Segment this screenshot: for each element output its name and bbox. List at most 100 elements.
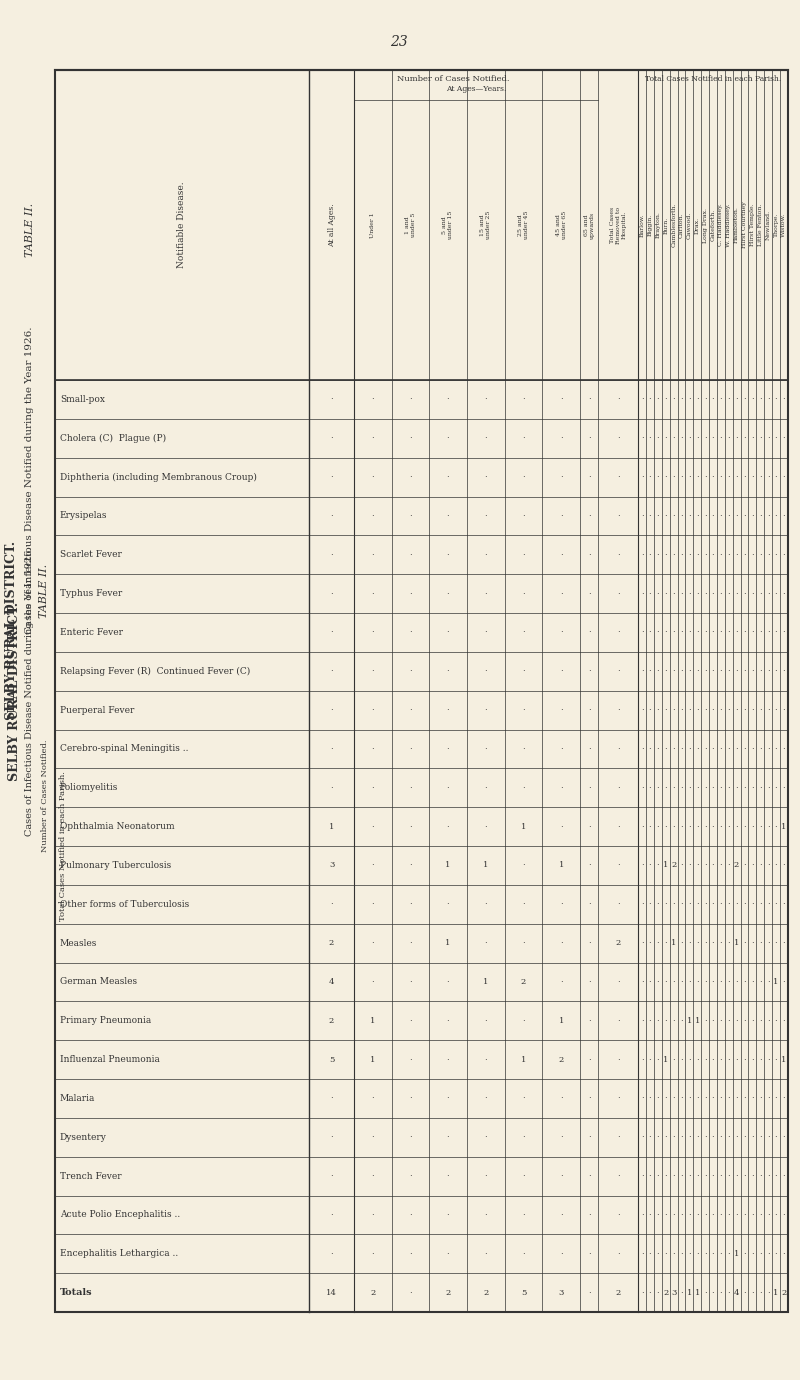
Text: 2: 2 xyxy=(483,1289,488,1297)
Text: ·: · xyxy=(484,396,487,403)
Text: ·: · xyxy=(766,978,770,985)
Text: ·: · xyxy=(484,512,487,520)
Text: ·: · xyxy=(782,628,785,636)
Text: ·: · xyxy=(774,707,778,713)
Text: ·: · xyxy=(330,396,333,403)
Text: ·: · xyxy=(680,1210,683,1219)
Text: ·: · xyxy=(446,551,449,559)
Text: ·: · xyxy=(330,784,333,792)
Text: Dysentery: Dysentery xyxy=(60,1133,106,1141)
Text: ·: · xyxy=(751,473,754,482)
Text: ·: · xyxy=(560,1133,562,1141)
Text: ·: · xyxy=(774,900,778,908)
Text: ·: · xyxy=(759,861,762,869)
Text: 1: 1 xyxy=(671,938,676,947)
Text: ·: · xyxy=(735,435,738,442)
Text: ·: · xyxy=(712,396,714,403)
Text: ·: · xyxy=(680,435,683,442)
Text: ·: · xyxy=(696,473,698,482)
Text: ·: · xyxy=(696,978,698,985)
Text: ·: · xyxy=(782,745,785,753)
Text: ·: · xyxy=(766,1210,770,1219)
Text: ·: · xyxy=(665,1133,667,1141)
Text: ·: · xyxy=(641,861,643,869)
Text: ·: · xyxy=(766,861,770,869)
Text: ·: · xyxy=(484,1094,487,1103)
Text: ·: · xyxy=(446,784,449,792)
Text: ·: · xyxy=(688,551,690,559)
Text: ·: · xyxy=(712,1250,714,1257)
Text: ·: · xyxy=(704,745,706,753)
Text: ·: · xyxy=(712,1172,714,1180)
Text: ·: · xyxy=(409,978,412,985)
Text: ·: · xyxy=(766,822,770,831)
Text: ·: · xyxy=(560,396,562,403)
Text: ·: · xyxy=(735,473,738,482)
Text: ·: · xyxy=(774,589,778,598)
Text: 1: 1 xyxy=(663,861,669,869)
Text: ·: · xyxy=(719,551,722,559)
Text: ·: · xyxy=(774,784,778,792)
Text: 3: 3 xyxy=(329,861,334,869)
Text: ·: · xyxy=(696,551,698,559)
Text: ·: · xyxy=(735,822,738,831)
Text: ·: · xyxy=(712,1094,714,1103)
Text: ·: · xyxy=(522,396,525,403)
Text: ·: · xyxy=(759,473,762,482)
Text: ·: · xyxy=(759,1172,762,1180)
Text: ·: · xyxy=(484,900,487,908)
Text: ·: · xyxy=(704,822,706,831)
Text: ·: · xyxy=(782,1210,785,1219)
Text: Other forms of Tuberculosis: Other forms of Tuberculosis xyxy=(60,900,189,909)
Text: ·: · xyxy=(446,1094,449,1103)
Text: ·: · xyxy=(665,628,667,636)
Text: ·: · xyxy=(560,745,562,753)
Text: ·: · xyxy=(680,745,683,753)
Text: ·: · xyxy=(372,396,374,403)
Text: ·: · xyxy=(665,473,667,482)
Text: ·: · xyxy=(522,551,525,559)
Text: Number of Cases Notified.: Number of Cases Notified. xyxy=(398,75,510,83)
Text: ·: · xyxy=(782,1172,785,1180)
Text: ·: · xyxy=(588,473,590,482)
Text: ·: · xyxy=(657,861,659,869)
Text: ·: · xyxy=(712,822,714,831)
Text: ·: · xyxy=(743,784,746,792)
Text: ·: · xyxy=(665,435,667,442)
Text: ·: · xyxy=(560,473,562,482)
Text: ·: · xyxy=(696,938,698,947)
Text: ·: · xyxy=(372,1094,374,1103)
Text: ·: · xyxy=(588,551,590,559)
Text: ·: · xyxy=(719,435,722,442)
Text: ·: · xyxy=(641,1017,643,1025)
Text: ·: · xyxy=(641,512,643,520)
Text: 1: 1 xyxy=(445,861,450,869)
Text: ·: · xyxy=(688,628,690,636)
Text: ·: · xyxy=(704,707,706,713)
Text: ·: · xyxy=(782,1133,785,1141)
Text: ·: · xyxy=(672,1056,675,1064)
Text: ·: · xyxy=(743,1289,746,1297)
Text: ·: · xyxy=(766,668,770,675)
Text: ·: · xyxy=(766,1250,770,1257)
Text: ·: · xyxy=(641,589,643,598)
Text: ·: · xyxy=(617,1133,619,1141)
Text: ·: · xyxy=(704,1172,706,1180)
Text: ·: · xyxy=(759,435,762,442)
Text: ·: · xyxy=(665,1250,667,1257)
Text: ·: · xyxy=(665,978,667,985)
Text: ·: · xyxy=(735,668,738,675)
Text: ·: · xyxy=(735,1210,738,1219)
Text: ·: · xyxy=(560,512,562,520)
Text: ·: · xyxy=(735,978,738,985)
Text: ·: · xyxy=(727,707,730,713)
Text: ·: · xyxy=(751,861,754,869)
Text: ·: · xyxy=(766,1017,770,1025)
Text: ·: · xyxy=(657,435,659,442)
Text: ·: · xyxy=(774,435,778,442)
Text: ·: · xyxy=(751,900,754,908)
Text: ·: · xyxy=(766,628,770,636)
Text: ·: · xyxy=(665,822,667,831)
Text: ·: · xyxy=(688,1250,690,1257)
Text: 1: 1 xyxy=(483,861,488,869)
